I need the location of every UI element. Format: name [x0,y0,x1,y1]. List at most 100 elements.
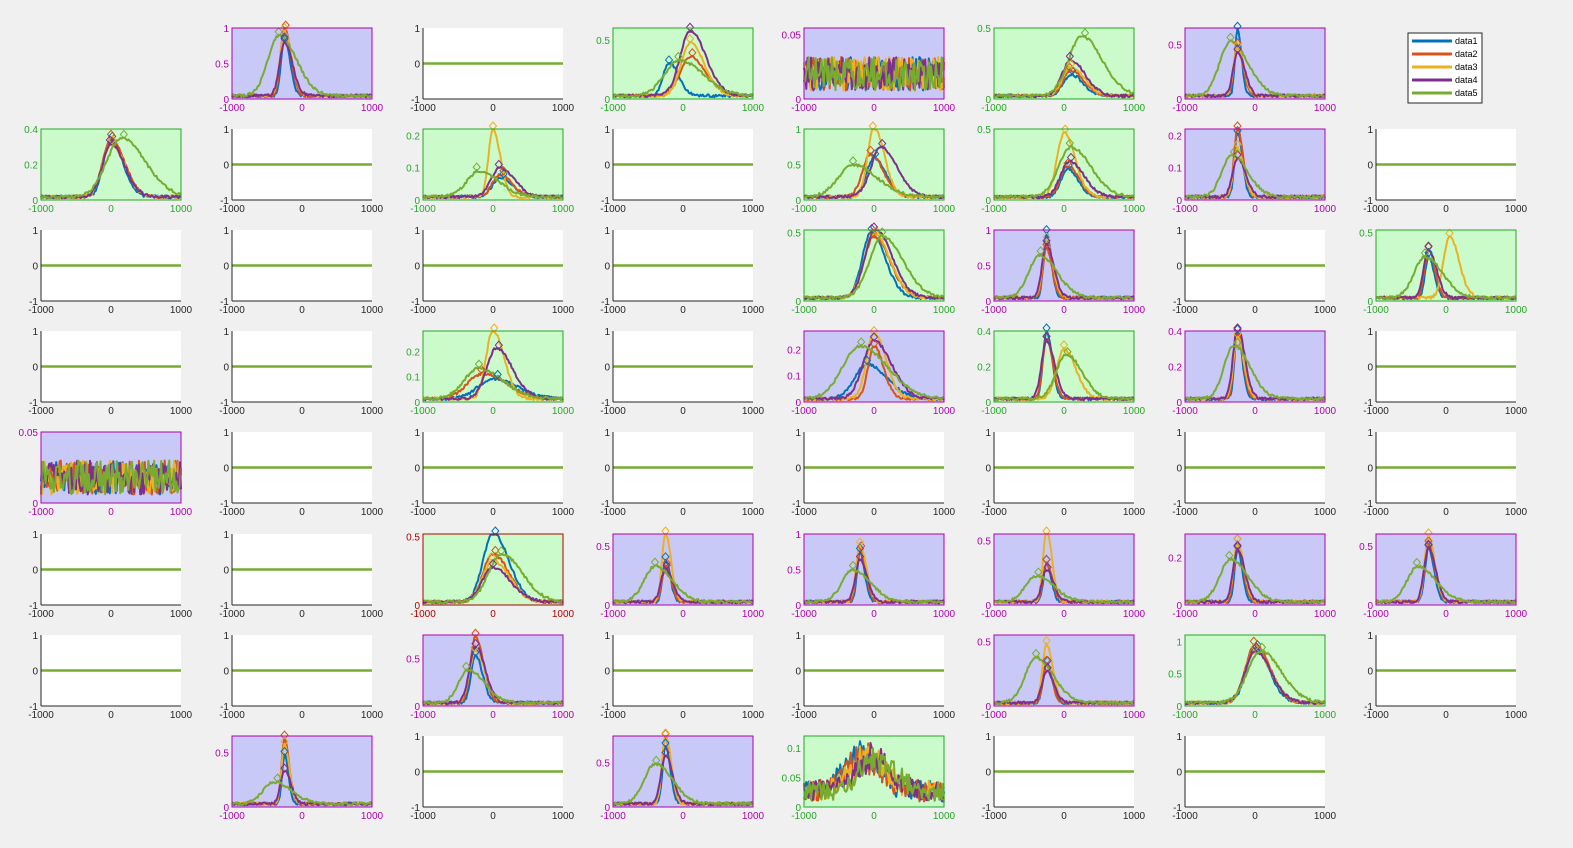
subplot-r1-c3: -1000 0 1000 1 0 -1 [600,125,764,215]
x-tick-label: 0 [108,204,114,215]
peak-marker-2 [869,338,879,349]
subplot-r7-c5: -1000 0 1000 1 0 -1 [981,732,1145,822]
peak-marker-5 [1225,550,1234,561]
x-tick-label: -1000 [410,204,436,215]
axes-box [612,533,754,606]
y-tick-label: -1 [982,803,991,814]
peak-marker-4 [685,22,695,33]
y-tick-label: 0 [795,464,801,475]
x-tick-label: 1000 [1505,305,1528,316]
y-tick-label: 1 [1367,125,1373,136]
y-tick-label: 0.5 [1359,542,1373,553]
x-tick-label: -1000 [600,710,626,721]
peak-marker-4 [1252,642,1261,652]
peak-marker-4 [855,551,865,562]
y-tick-label: 0.1 [406,373,420,384]
peak-marker-4 [1042,236,1051,246]
y-tick-label: -1 [220,398,229,409]
peak-marker-5 [652,755,661,766]
x-tick-label: 0 [871,710,877,721]
x-tick-label: -1000 [1172,406,1198,417]
x-tick-label: 0 [108,609,114,620]
peak-marker-4 [661,747,670,758]
series-line-5 [1184,344,1326,402]
peak-marker-3 [1424,528,1433,538]
x-tick-label: -1000 [1363,305,1389,316]
x-tick-label: 1000 [1314,103,1337,114]
axes-box [993,27,1135,100]
series-line-5 [803,56,945,92]
x-tick-label: 0 [871,811,877,822]
series-line-5 [993,655,1135,705]
y-tick-label: 0 [795,95,801,106]
x-tick-label: 0 [871,305,877,316]
y-tick-label: -1 [411,803,420,814]
x-tick-label: 1000 [361,406,384,417]
peak-marker-2 [106,129,116,140]
peak-marker-2 [868,228,877,238]
x-tick-label: 0 [108,507,114,518]
y-tick-label: 0.5 [596,542,610,553]
x-tick-label: 0 [871,103,877,114]
x-tick-label: 0 [1061,609,1067,620]
y-tick-label: 1 [604,226,610,237]
peak-marker-3 [661,526,670,536]
x-tick-label: -1000 [981,710,1007,721]
y-tick-label: 1 [1367,631,1373,642]
y-tick-label: 0 [414,768,420,779]
series-line-4 [612,567,754,605]
y-tick-label: -1 [792,702,801,713]
y-tick-label: 0.2 [1168,363,1182,374]
x-tick-label: -1000 [791,811,817,822]
plot-area [994,129,1134,200]
x-tick-label: 0 [1252,305,1258,316]
y-tick-label: 0 [32,566,38,577]
y-tick-label: 0 [32,262,38,273]
y-tick-label: -1 [1173,499,1182,510]
x-tick-label: -1000 [791,305,817,316]
x-tick-label: 1000 [933,507,956,518]
x-tick-label: 0 [1252,609,1258,620]
x-tick-label: 0 [490,305,496,316]
x-tick-label: 1000 [1314,204,1337,215]
y-tick-label: -1 [601,398,610,409]
y-tick-label: 0.2 [977,363,991,374]
y-tick-label: 1 [795,530,801,541]
peak-marker-3 [1042,635,1051,646]
peak-marker-5 [119,129,128,140]
peak-marker-1 [862,355,872,366]
x-tick-label: 1000 [552,609,575,620]
peak-marker-2 [491,545,500,556]
subplot-r5-c0: -1000 0 1000 1 0 -1 [28,530,192,620]
x-tick-label: 0 [299,609,305,620]
subplot-r4-c5: -1000 0 1000 1 0 -1 [981,428,1145,518]
axes-box [422,533,564,606]
y-tick-label: 0 [795,196,801,207]
x-tick-label: -1000 [28,204,54,215]
x-tick-label: 1000 [1314,811,1337,822]
axes-box [422,634,564,707]
peak-marker-4 [1424,241,1433,252]
x-tick-label: 0 [680,204,686,215]
x-tick-label: -1000 [981,609,1007,620]
y-tick-label: 0 [414,262,420,273]
y-tick-label: 0 [1176,768,1182,779]
y-tick-label: 0.4 [977,327,991,338]
axes-box [993,229,1135,302]
y-tick-label: 0 [985,768,991,779]
y-tick-label: -1 [601,297,610,308]
x-tick-label: 1000 [170,204,193,215]
y-tick-label: 0 [795,398,801,409]
x-tick-label: 1000 [933,305,956,316]
x-tick-label: -1000 [1363,507,1389,518]
x-tick-label: -1000 [600,204,626,215]
y-tick-label: 0 [1176,95,1182,106]
y-tick-label: 0 [1176,398,1182,409]
y-tick-label: 0 [985,297,991,308]
